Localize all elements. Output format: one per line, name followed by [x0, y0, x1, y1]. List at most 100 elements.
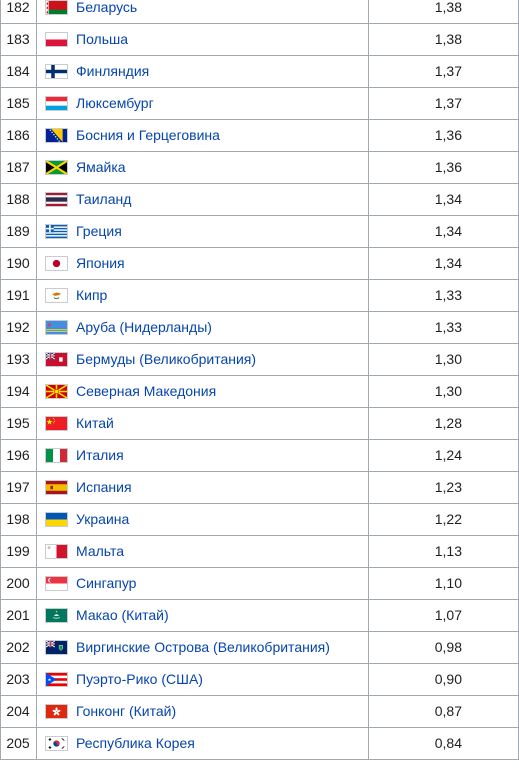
puerto-rico-flag-icon[interactable]	[45, 671, 68, 687]
macau-flag-icon[interactable]	[45, 607, 68, 623]
singapore-flag-icon[interactable]	[45, 575, 68, 591]
country-link[interactable]: Пуэрто-Рико (США)	[76, 671, 203, 687]
bermuda-flag-icon[interactable]	[45, 351, 68, 367]
table-row: 184 Финляндия 1,37	[0, 56, 519, 88]
thailand-flag-icon[interactable]	[45, 191, 68, 207]
rank-cell: 186	[0, 120, 37, 151]
fertility-value-cell: 1,30	[434, 351, 462, 367]
table-row: 182 Беларусь 1,38	[0, 0, 519, 24]
table-row: 186 Босния и Герцеговина 1,36	[0, 120, 519, 152]
country-cell: Северная Македония	[37, 376, 369, 407]
fertility-value-cell: 1,10	[434, 575, 462, 591]
country-link[interactable]: Макао (Китай)	[76, 607, 169, 623]
fertility-value-cell: 1,38	[434, 0, 462, 15]
poland-flag-icon[interactable]	[45, 31, 68, 47]
belarus-flag-icon[interactable]	[45, 0, 68, 15]
table-row: 204 Гонконг (Китай) 0,87	[0, 696, 519, 728]
aruba-flag-icon[interactable]	[45, 319, 68, 335]
rank-cell: 199	[0, 536, 37, 567]
country-cell: Китай	[37, 408, 369, 439]
country-link[interactable]: Ямайка	[76, 159, 126, 175]
fertility-value-cell: 1,36	[434, 127, 462, 143]
japan-flag-icon[interactable]	[45, 255, 68, 271]
country-cell: Финляндия	[37, 56, 369, 87]
rank-cell: 184	[0, 56, 37, 87]
country-cell: Украина	[37, 504, 369, 535]
bosnia-flag-icon[interactable]	[45, 127, 68, 143]
north-macedonia-flag-icon[interactable]	[45, 383, 68, 399]
fertility-value-cell: 1,38	[434, 31, 462, 47]
fertility-value-cell: 1,33	[434, 287, 462, 303]
country-link[interactable]: Гонконг (Китай)	[76, 703, 177, 719]
rank-cell: 192	[0, 312, 37, 343]
country-link[interactable]: Сингапур	[76, 575, 137, 591]
country-link[interactable]: Япония	[76, 255, 125, 271]
table-row: 203 Пуэрто-Рико (США) 0,90	[0, 664, 519, 696]
country-link[interactable]: Таиланд	[76, 191, 132, 207]
cyprus-flag-icon[interactable]	[45, 287, 68, 303]
country-cell: Макао (Китай)	[37, 600, 369, 631]
rank-cell: 187	[0, 152, 37, 183]
rank-cell: 205	[0, 728, 37, 759]
table-row: 187 Ямайка 1,36	[0, 152, 519, 184]
fertility-value-cell: 1,30	[434, 383, 462, 399]
spain-flag-icon[interactable]	[45, 479, 68, 495]
country-cell: Бермуды (Великобритания)	[37, 344, 369, 375]
country-cell: Беларусь	[37, 0, 369, 23]
china-flag-icon[interactable]	[45, 415, 68, 431]
country-link[interactable]: Италия	[76, 447, 124, 463]
country-cell: Гонконг (Китай)	[37, 696, 369, 727]
luxembourg-flag-icon[interactable]	[45, 95, 68, 111]
country-cell: Виргинские Острова (Великобритания)	[37, 632, 369, 663]
country-link[interactable]: Греция	[76, 223, 122, 239]
country-cell: Люксембург	[37, 88, 369, 119]
table-row: 194 Северная Македония 1,30	[0, 376, 519, 408]
table-row: 183 Польша 1,38	[0, 24, 519, 56]
fertility-value-cell: 1,13	[434, 543, 462, 559]
country-link[interactable]: Босния и Герцеговина	[76, 127, 220, 143]
south-korea-flag-icon[interactable]	[45, 735, 68, 751]
fertility-value-cell: 1,33	[434, 319, 462, 335]
country-link[interactable]: Кипр	[76, 287, 108, 303]
fertility-value-cell: 1,37	[434, 63, 462, 79]
country-cell: Мальта	[37, 536, 369, 567]
country-link[interactable]: Республика Корея	[76, 735, 195, 751]
table-row: 198 Украина 1,22	[0, 504, 519, 536]
country-link[interactable]: Испания	[76, 479, 132, 495]
country-cell: Греция	[37, 216, 369, 247]
table-row: 188 Таиланд 1,34	[0, 184, 519, 216]
table-row: 195 Китай 1,28	[0, 408, 519, 440]
rank-cell: 188	[0, 184, 37, 215]
country-link[interactable]: Беларусь	[76, 0, 138, 15]
table-row: 190 Япония 1,34	[0, 248, 519, 280]
country-cell: Республика Корея	[37, 728, 369, 759]
country-cell: Таиланд	[37, 184, 369, 215]
rank-cell: 195	[0, 408, 37, 439]
country-link[interactable]: Северная Македония	[76, 383, 217, 399]
country-link[interactable]: Украина	[76, 511, 130, 527]
hong-kong-flag-icon[interactable]	[45, 703, 68, 719]
table-row: 201 Макао (Китай) 1,07	[0, 600, 519, 632]
country-link[interactable]: Аруба (Нидерланды)	[76, 319, 212, 335]
country-link[interactable]: Бермуды (Великобритания)	[76, 351, 257, 367]
country-link[interactable]: Виргинские Острова (Великобритания)	[76, 639, 330, 655]
finland-flag-icon[interactable]	[45, 63, 68, 79]
malta-flag-icon[interactable]	[45, 543, 68, 559]
country-cell: Аруба (Нидерланды)	[37, 312, 369, 343]
italy-flag-icon[interactable]	[45, 447, 68, 463]
rank-cell: 190	[0, 248, 37, 279]
country-link[interactable]: Мальта	[76, 543, 125, 559]
jamaica-flag-icon[interactable]	[45, 159, 68, 175]
bvi-flag-icon[interactable]	[45, 639, 68, 655]
fertility-value-cell: 0,87	[434, 703, 462, 719]
greece-flag-icon[interactable]	[45, 223, 68, 239]
country-link[interactable]: Финляндия	[76, 63, 150, 79]
fertility-value-cell: 0,90	[434, 671, 462, 687]
country-link[interactable]: Китай	[76, 415, 114, 431]
country-link[interactable]: Польша	[76, 31, 129, 47]
rank-cell: 201	[0, 600, 37, 631]
rank-cell: 203	[0, 664, 37, 695]
country-link[interactable]: Люксембург	[76, 95, 154, 111]
rank-cell: 197	[0, 472, 37, 503]
ukraine-flag-icon[interactable]	[45, 511, 68, 527]
